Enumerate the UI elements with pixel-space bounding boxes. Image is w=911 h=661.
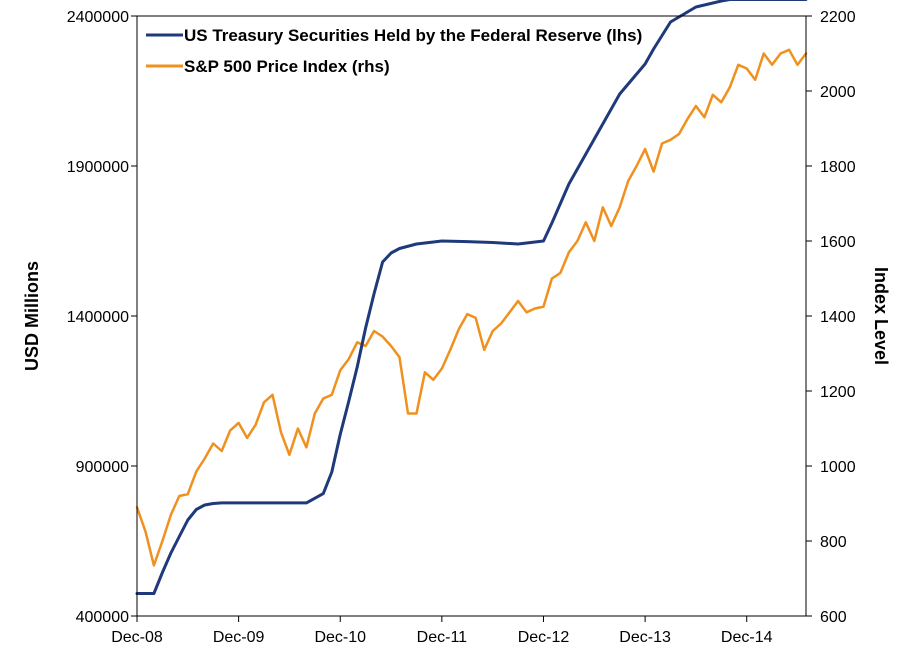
right-tick-label: 1400 bbox=[820, 309, 856, 326]
series-lines bbox=[135, 0, 808, 595]
right-tick-label: 2200 bbox=[820, 9, 856, 26]
legend: US Treasury Securities Held by the Feder… bbox=[146, 26, 642, 76]
x-axis-ticks: Dec-08 Dec-09 Dec-10 Dec-11 Dec-12 Dec-13 Dec-… bbox=[111, 616, 773, 646]
left-tick-label: 1900000 bbox=[67, 159, 129, 176]
right-tick-label: 1800 bbox=[820, 159, 856, 176]
left-tick-label: 900000 bbox=[76, 459, 129, 476]
right-tick-label: 1600 bbox=[820, 234, 856, 251]
right-tick-label: 1200 bbox=[820, 384, 856, 401]
left-axis-title: USD Millions bbox=[22, 261, 42, 371]
left-tick-label: 1400000 bbox=[67, 309, 129, 326]
right-tick-label: 1000 bbox=[820, 459, 856, 476]
right-axis-ticks: 600 800 1000 1200 1400 1600 1800 2000 2200 bbox=[806, 9, 856, 626]
left-axis-ticks: 400000 900000 1400000 1900000 2400000 bbox=[67, 9, 137, 626]
series-line-sp500 bbox=[135, 48, 808, 567]
series-line-treasury bbox=[135, 0, 808, 595]
left-tick-label: 2400000 bbox=[67, 9, 129, 26]
legend-label-sp500: S&P 500 Price Index (rhs) bbox=[184, 57, 390, 76]
left-tick-label: 400000 bbox=[76, 609, 129, 626]
right-tick-label: 800 bbox=[820, 534, 847, 551]
right-axis-title: Index Level bbox=[871, 267, 891, 365]
x-tick-label: Dec-13 bbox=[619, 629, 671, 646]
x-tick-label: Dec-12 bbox=[518, 629, 570, 646]
plot-area-frame bbox=[136, 15, 807, 617]
right-tick-label: 2000 bbox=[820, 84, 856, 101]
legend-label-treasury: US Treasury Securities Held by the Feder… bbox=[184, 26, 642, 45]
x-tick-label: Dec-10 bbox=[314, 629, 366, 646]
right-tick-label: 600 bbox=[820, 609, 847, 626]
x-tick-label: Dec-14 bbox=[721, 629, 773, 646]
x-tick-label: Dec-08 bbox=[111, 629, 163, 646]
x-tick-label: Dec-09 bbox=[213, 629, 265, 646]
x-tick-label: Dec-11 bbox=[417, 629, 467, 646]
